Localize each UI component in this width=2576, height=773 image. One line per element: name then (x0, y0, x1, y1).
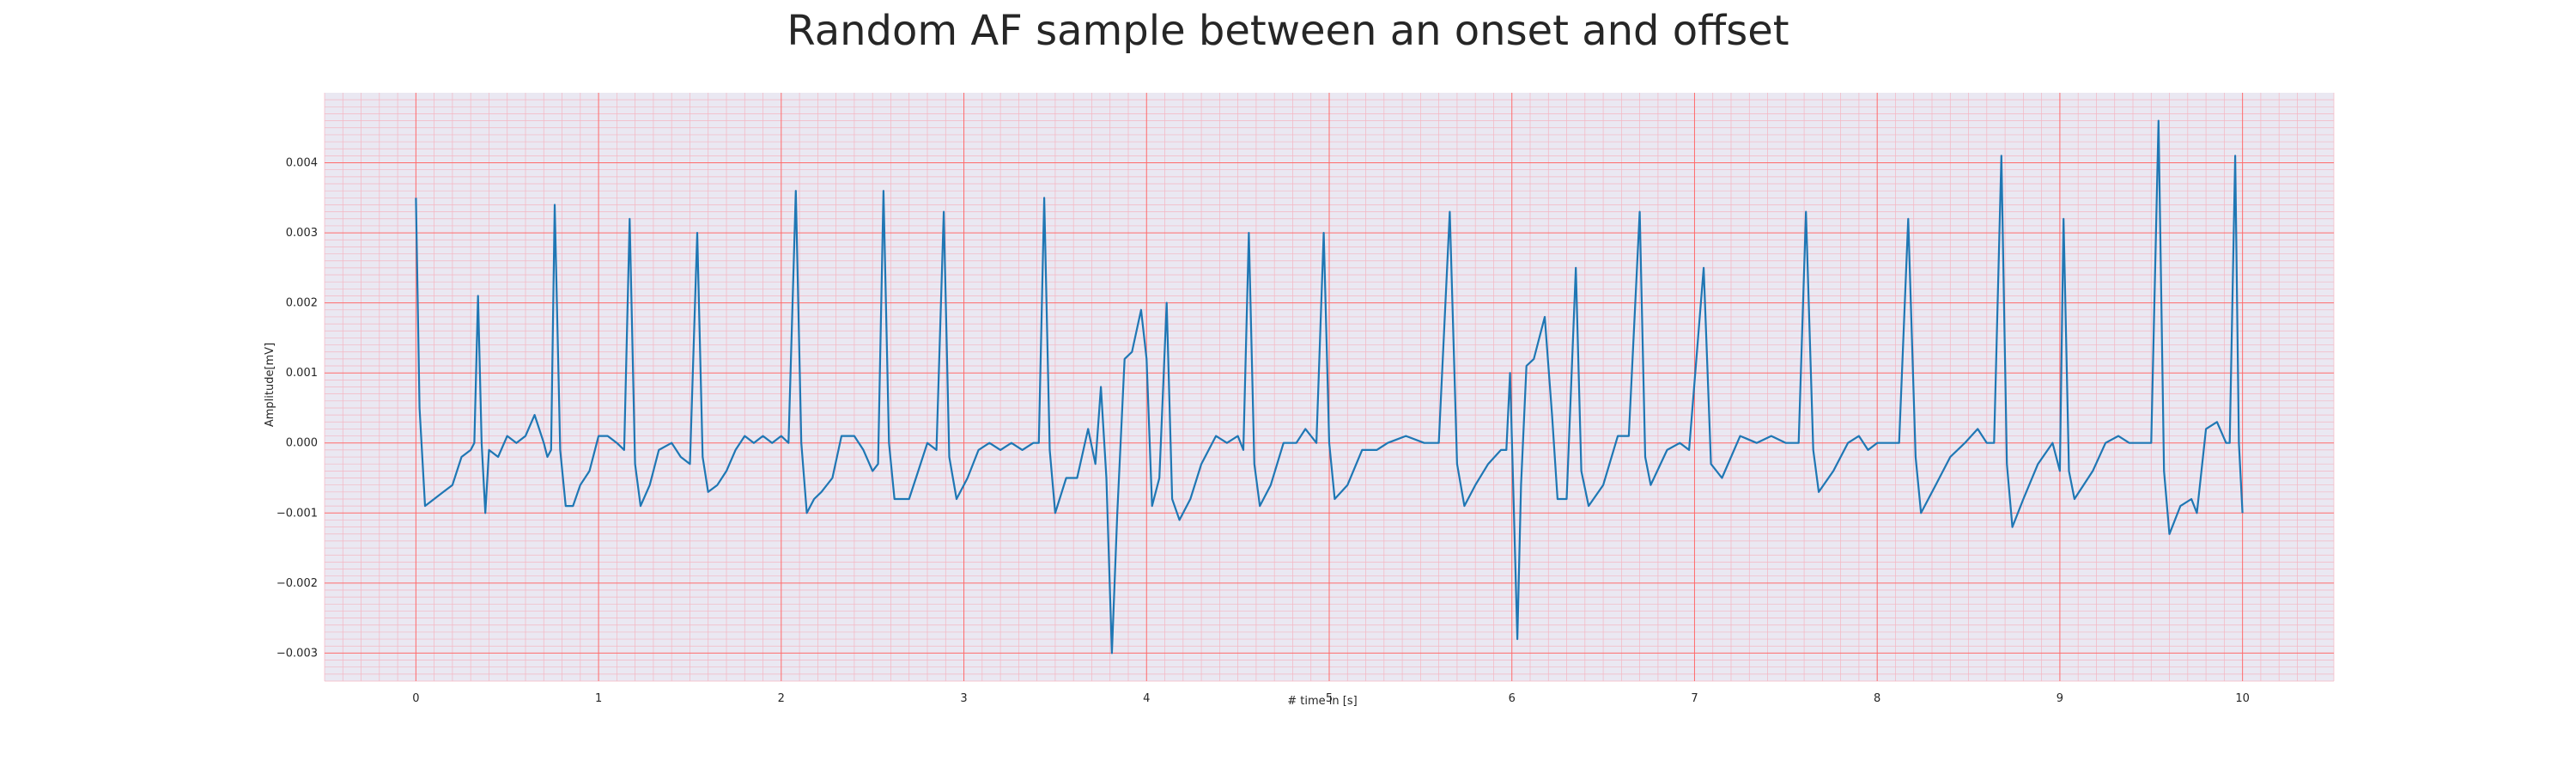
x-tick-label: 4 (1143, 692, 1150, 705)
plot-area (324, 93, 2335, 682)
x-tick-label: 5 (1326, 692, 1333, 705)
y-tick-label: 0.003 (286, 227, 318, 240)
y-tick-label: 0.000 (286, 437, 318, 450)
y-tick-label: −0.002 (276, 577, 318, 590)
x-axis-label: # time in [s] (1287, 695, 1357, 708)
x-tick-label: 8 (1874, 692, 1880, 705)
y-tick-label: 0.002 (286, 297, 318, 310)
x-tick-label: 9 (2057, 692, 2063, 705)
x-tick-label: 6 (1509, 692, 1516, 705)
y-tick-label: 0.001 (286, 367, 318, 380)
x-tick-label: 2 (778, 692, 785, 705)
y-tick-label: −0.001 (276, 507, 318, 520)
y-tick-label: −0.003 (276, 647, 318, 660)
x-tick-label: 7 (1691, 692, 1698, 705)
y-axis-label: Amplitude[mV] (264, 343, 276, 427)
ecg-series-line (415, 119, 2244, 654)
x-tick-label: 3 (960, 692, 967, 705)
x-tick-label: 10 (2235, 692, 2250, 705)
chart-title: Random AF sample between an onset and of… (787, 7, 1789, 55)
x-tick-label: 1 (595, 692, 602, 705)
x-tick-label: 0 (412, 692, 419, 705)
y-tick-label: 0.004 (286, 157, 318, 170)
